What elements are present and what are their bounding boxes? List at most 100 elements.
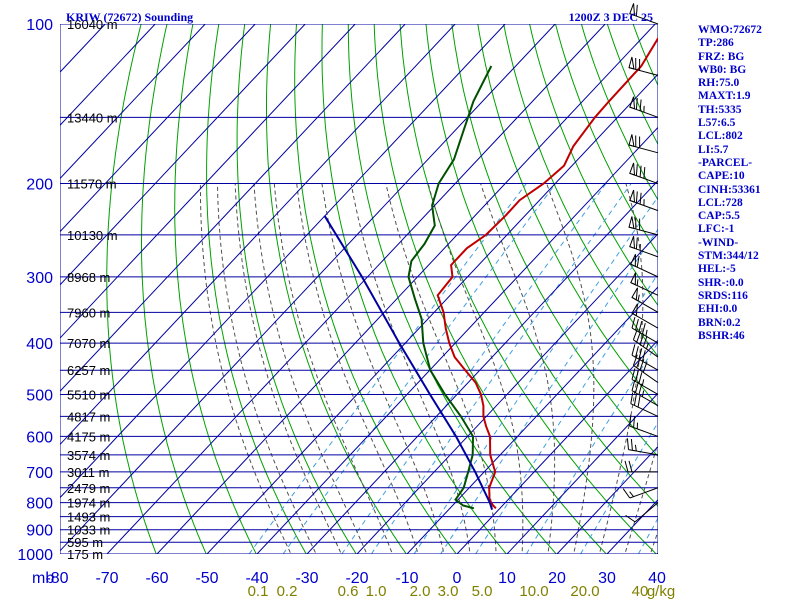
index-line: BSHR:46 [698,329,745,342]
temperature-tick-label: -80 [45,570,68,587]
parcel-profile [323,215,494,511]
height-label: 7960 m [67,305,110,320]
height-label: 2479 m [67,481,110,496]
temperature-tick-label: 40 [648,570,666,587]
isotherm [356,233,658,554]
mixing-ratio-line [341,183,607,554]
pressure-tick-label: 300 [26,270,53,287]
isotherm [556,445,658,554]
moist-adiabat [321,183,445,554]
moist-adiabat [253,183,368,554]
height-label: 4817 m [67,409,110,424]
wind-barb [631,287,659,313]
height-label: 11570 m [67,177,117,192]
isotherm [306,179,658,554]
height-label: 8968 m [67,270,110,285]
dry-adiabat [554,24,658,255]
mixing-ratio-line [440,228,658,554]
wind-barb [624,460,659,473]
wind-barb [629,162,659,185]
index-line: RH:75.0 [698,77,740,90]
index-line: HEL:-5 [698,263,736,276]
isotherm [206,73,658,554]
temperature-tick-label: 10 [498,570,516,587]
temperature-tick-label: -50 [195,570,218,587]
mixing-ratio-label: 3.0 [438,583,459,600]
dry-adiabat [321,24,507,554]
dry-adiabat [266,24,407,554]
index-line: MAXT:1.9 [698,90,751,103]
mixing-ratio-label: 10.0 [519,583,548,600]
moist-adiabat [385,183,497,554]
height-label: 3574 m [67,448,110,463]
mixing-ratio-label: 0.2 [277,583,298,600]
isotherm [60,24,256,233]
moist-adiabat [234,183,342,554]
wind-barb [631,368,659,395]
height-label: 3011 m [67,465,109,480]
mixing-ratio-label: 1.0 [366,583,387,600]
pressure-tick-label: 1000 [17,547,53,564]
isotherm [60,24,406,392]
mixing-ratio-label: g/kg [647,583,675,600]
index-line: WB0: BG [698,63,747,76]
index-line: SHR-:0.0 [698,276,744,289]
isotherm [106,24,606,554]
y-axis-units-label: mb [32,570,54,587]
temperature-tick-label: -10 [395,570,418,587]
temperature-tick-label: 30 [598,570,616,587]
index-line: BRN:0.2 [698,316,741,329]
moist-adiabat [350,183,471,554]
pressure-tick-label: 100 [26,17,53,34]
dry-adiabat [347,24,557,554]
isotherm [60,24,206,180]
height-label: 1974 m [67,496,110,511]
temperature-tick-label: -70 [95,570,118,587]
mixing-ratio-line [637,517,658,554]
wind-barb [628,134,659,154]
dry-adiabat [174,24,257,554]
index-line: WMO:72672 [698,24,762,36]
moist-adiabat [598,183,644,554]
wind-barb [631,379,659,407]
height-label: 4175 m [67,429,110,444]
moist-adiabat [273,183,393,554]
height-label: 175 m [67,547,103,562]
index-line: TH:5335 [698,103,742,116]
index-line: FRZ: BG [698,50,745,63]
index-line: -PARCEL- [698,156,753,169]
dry-adiabat [451,24,658,458]
temperature-tick-label: -30 [295,570,318,587]
isotherm [60,24,506,499]
index-line: TP:286 [698,37,734,50]
index-line: LI:5.7 [698,143,729,156]
height-label: 16040 m [67,17,118,32]
wind-barb [630,392,659,417]
height-label: 1033 m [67,523,110,538]
mixing-ratio-label: 0.6 [338,583,359,600]
wind-barb [625,502,659,523]
temperature-tick-label: 20 [548,570,566,587]
isotherm [506,392,658,554]
wind-barb [622,487,659,499]
wind-barb [632,328,659,358]
wind-barb [631,303,659,329]
temperature-tick-label: -40 [245,570,268,587]
wind-barb [629,189,659,212]
pressure-tick-label: 400 [26,336,53,353]
indices-panel: WMO:72672 TP:286 FRZ: BG WB0: BG RH:75.0 MAXT… [698,24,798,343]
height-label: 6257 m [67,363,110,378]
moist-adiabat [296,183,419,554]
wind-barb [626,438,659,456]
wind-barb [629,414,659,437]
index-line: CAP:5.5 [698,210,740,223]
wind-barb [629,96,659,118]
moist-adiabat [216,183,317,554]
wind-barb [631,316,659,344]
moist-adiabat [199,183,292,554]
mixing-ratio-label: 20.0 [570,583,599,600]
moist-adiabat [480,183,556,554]
mixing-ratio-label: 2.0 [410,583,431,600]
mixing-ratio-label: 40 [632,583,649,600]
